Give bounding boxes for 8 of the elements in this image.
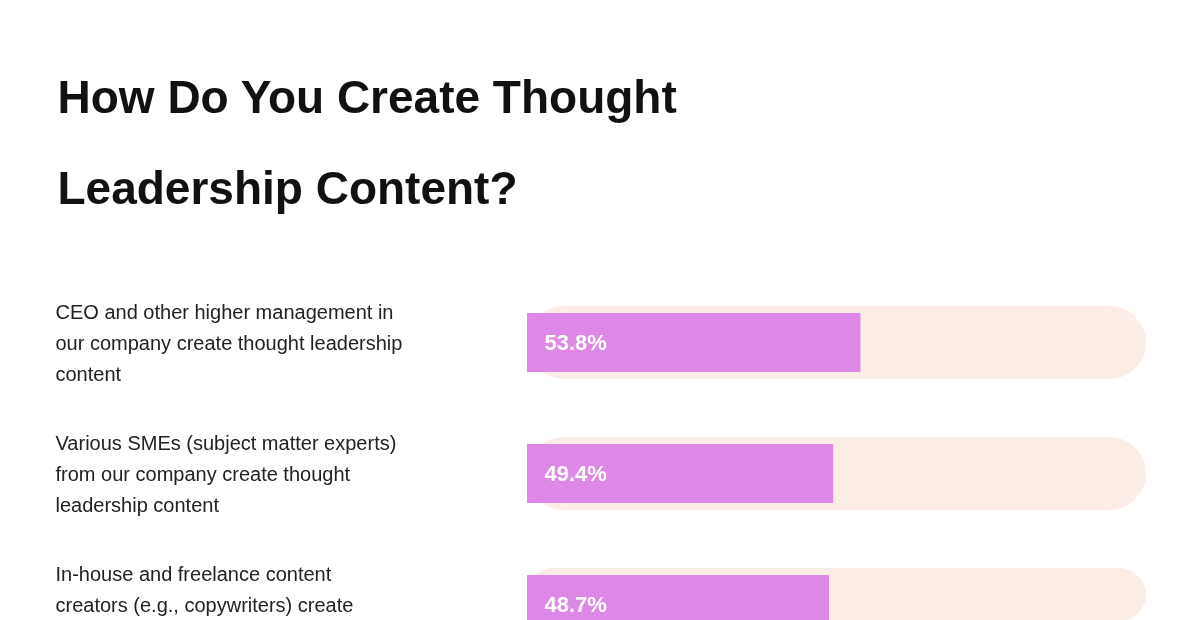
data-label: 49.4%	[544, 461, 607, 486]
y-tick-label: Various SMEs (subject matter experts) from our company create thought leadership content	[55, 431, 397, 516]
y-tick-label: CEO and other higher management in our company create thought leadership content	[55, 300, 403, 385]
chart-title: How Do You Create Thought Leadership Content?	[57, 70, 677, 214]
y-tick-label: In-house and freelance content creators (e.g., copywriters) create	[55, 562, 354, 616]
data-label: 48.7%	[544, 592, 607, 617]
data-label: 53.8%	[544, 330, 607, 355]
bar	[527, 313, 861, 372]
